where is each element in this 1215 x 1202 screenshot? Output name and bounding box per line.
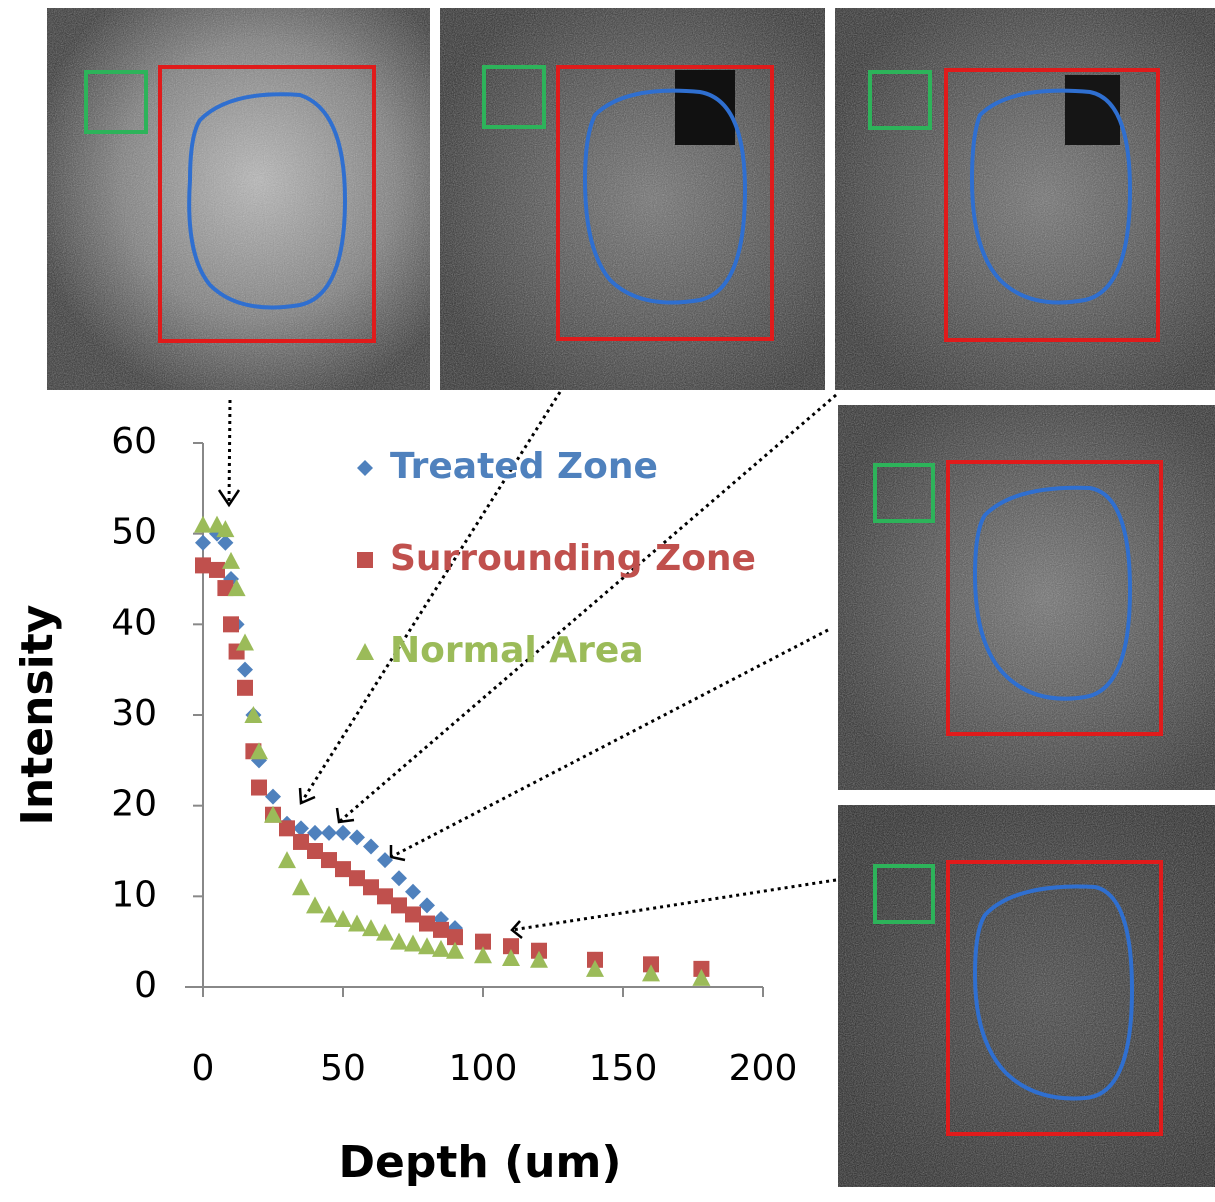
data-point (307, 843, 323, 859)
image-panel (440, 8, 825, 390)
data-point (307, 825, 323, 841)
y-tick-label: 40 (111, 602, 157, 643)
data-point (195, 535, 211, 551)
data-point (376, 924, 394, 941)
figure: Intensity Depth (um) 0 10 20 30 40 50 60 0 50 100… (0, 0, 1215, 1202)
data-point (334, 910, 352, 927)
y-tick-label: 50 (111, 512, 157, 553)
x-axis-title: Depth (um) (339, 1137, 622, 1188)
data-point (363, 838, 379, 854)
data-point (419, 916, 435, 932)
plot-area: 0 10 20 30 40 50 60 0 50 100 150 200 Treated Zone Sur… (111, 421, 797, 1089)
data-point (405, 884, 421, 900)
data-point (209, 562, 225, 578)
data-point (223, 616, 239, 632)
data-point (349, 829, 365, 845)
data-point (348, 915, 366, 932)
data-point (335, 861, 351, 877)
data-point (293, 834, 309, 850)
legend-label: Treated Zone (390, 446, 658, 487)
legend-marker (357, 552, 373, 568)
data-point (195, 557, 211, 573)
data-point (335, 825, 351, 841)
data-point (265, 789, 281, 805)
image-panel (838, 405, 1215, 790)
y-tick-label: 20 (111, 784, 157, 825)
legend-marker (356, 643, 374, 660)
image-panel (838, 805, 1215, 1187)
data-point (405, 906, 421, 922)
image-panel (835, 8, 1215, 390)
data-point (194, 516, 212, 533)
x-tick-label: 0 (192, 1048, 215, 1089)
image-panel (47, 8, 430, 390)
data-point (320, 905, 338, 922)
data-point (251, 780, 267, 796)
y-tick-label: 60 (111, 421, 157, 462)
x-tick-label: 150 (589, 1048, 658, 1089)
data-point (391, 870, 407, 886)
data-point (292, 878, 310, 895)
data-point (418, 937, 436, 954)
x-tick-label: 200 (729, 1048, 798, 1089)
data-point (362, 919, 380, 936)
data-point (419, 897, 435, 913)
y-tick-label: 30 (111, 693, 157, 734)
data-point (390, 933, 408, 950)
data-point (293, 820, 309, 836)
data-point (433, 922, 449, 938)
data-point (363, 879, 379, 895)
data-point (349, 870, 365, 886)
legend-label: Surrounding Zone (390, 538, 756, 579)
data-point (391, 897, 407, 913)
data-point (321, 852, 337, 868)
y-axis-title: Intensity (12, 605, 63, 826)
data-point (237, 680, 253, 696)
data-point (377, 888, 393, 904)
data-point (237, 662, 253, 678)
y-tick-label: 0 (134, 965, 157, 1006)
legend-marker (357, 460, 373, 476)
data-point (222, 552, 240, 569)
data-point (321, 825, 337, 841)
x-tick-label: 100 (449, 1048, 518, 1089)
x-tick-label: 50 (320, 1048, 366, 1089)
legend-label: Normal Area (390, 630, 644, 671)
data-point (278, 851, 296, 868)
data-point (404, 934, 422, 951)
data-point (306, 896, 324, 913)
y-tick-label: 10 (111, 874, 157, 915)
data-point (236, 633, 254, 650)
